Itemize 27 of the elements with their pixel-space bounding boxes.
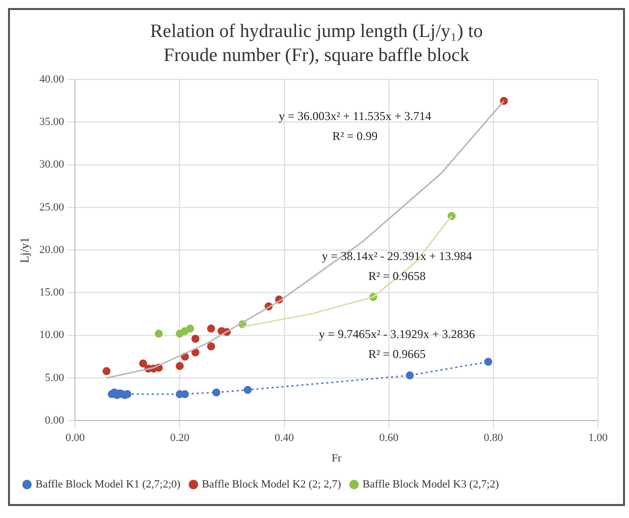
annotation: R² = 0.9658 — [368, 269, 426, 284]
y-tick-label: 5.00 — [44, 371, 65, 384]
y-tick-label: 35.00 — [39, 116, 65, 128]
legend-label: Baffle Block Model K3 (2,7;2) — [362, 478, 500, 490]
legend-label: Baffle Block Model K1 (2,7;2;0) — [36, 478, 181, 490]
y-axis-title: Lj/y1 — [17, 236, 32, 263]
y-tick-label: 0.00 — [44, 414, 65, 426]
x-tick-label: 0.20 — [170, 432, 190, 444]
x-tick-label: 0.00 — [66, 432, 86, 444]
x-tick-label: 0.60 — [379, 432, 399, 444]
legend-label: Baffle Block Model K2 (2; 2,7) — [202, 478, 342, 490]
x-axis-title: Fr — [332, 452, 342, 464]
annotation: y = 36.003x² + 11.535x + 3.714 — [278, 109, 432, 124]
chart-title: Relation of hydraulic jump length (Lj/y₁) to Froude number (Fr), square baffle block — [149, 20, 484, 68]
y-tick-label: 15.00 — [39, 286, 65, 298]
x-tick-label: 0.80 — [484, 432, 504, 444]
annotation: R² = 0.99 — [332, 129, 378, 144]
annotation: R² = 0.9665 — [368, 347, 426, 362]
annotation: y = 9.7465x² - 3.1929x + 3.2836 — [318, 327, 476, 342]
y-tick-label: 40.00 — [39, 72, 65, 85]
y-tick-label: 30.00 — [39, 158, 65, 170]
x-tick-label: 0.40 — [274, 432, 294, 444]
y-tick-label: 10.00 — [39, 328, 65, 341]
annotation: y = 38.14x² - 29.391x + 13.984 — [322, 249, 472, 264]
y-tick-label: 20.00 — [39, 243, 65, 256]
y-tick-label: 25.00 — [39, 200, 65, 213]
x-tick-label: 1.00 — [588, 432, 608, 444]
